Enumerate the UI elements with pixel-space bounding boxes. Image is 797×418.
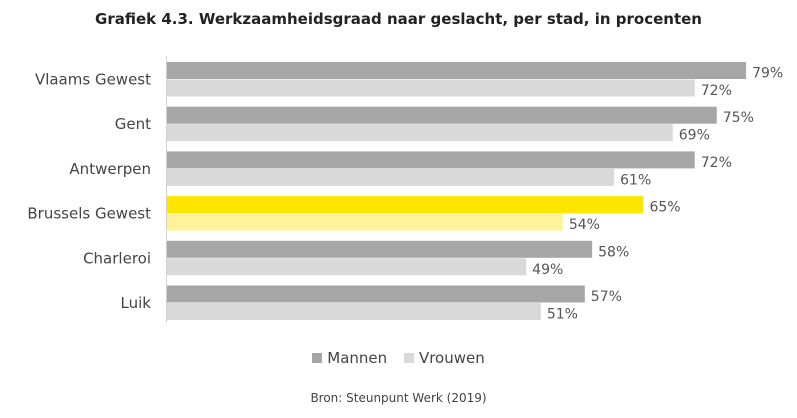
category-label: Vlaams Gewest — [35, 71, 151, 89]
data-label: 79% — [752, 66, 783, 82]
category-label: Gent — [115, 115, 151, 133]
legend-swatch-mannen — [312, 353, 323, 363]
bar-vrouwen — [167, 258, 527, 276]
legend-item-vrouwen: Vrouwen — [403, 349, 485, 367]
bar-mannen — [167, 62, 747, 79]
data-label: 61% — [620, 172, 651, 188]
bar-mannen — [167, 285, 585, 303]
data-label: 58% — [598, 244, 629, 260]
data-label: 65% — [649, 200, 680, 216]
data-label: 72% — [701, 83, 732, 99]
data-label: 54% — [569, 217, 600, 233]
bar-vrouwen — [167, 124, 673, 142]
bar-vrouwen — [167, 168, 615, 186]
data-label: 72% — [701, 155, 732, 171]
bar-mannen — [167, 196, 644, 214]
data-label: 51% — [547, 307, 578, 323]
legend-label-mannen: Mannen — [327, 349, 388, 367]
source-note: Bron: Steunpunt Werk (2019) — [310, 391, 487, 405]
bar-vrouwen — [167, 79, 695, 97]
legend-item-mannen: Mannen — [312, 349, 387, 367]
category-label: Luik — [121, 294, 152, 312]
bar-mannen — [167, 240, 593, 258]
data-label: 75% — [723, 110, 754, 126]
category-label: Brussels Gewest — [27, 205, 151, 223]
legend: Mannen Vrouwen — [0, 349, 797, 367]
bar-vrouwen — [167, 303, 541, 320]
category-label: Antwerpen — [69, 160, 151, 178]
chart-title: Grafiek 4.3. Werkzaamheidsgraad naar ges… — [95, 10, 702, 28]
data-label: 69% — [679, 128, 710, 144]
data-label: 49% — [532, 262, 563, 278]
category-label: Charleroi — [83, 249, 151, 267]
bar-vrouwen — [167, 213, 563, 231]
legend-swatch-vrouwen — [403, 353, 414, 363]
data-label: 57% — [591, 289, 622, 305]
bar-mannen — [167, 106, 717, 124]
legend-label-vrouwen: Vrouwen — [418, 349, 485, 367]
bar-mannen — [167, 151, 695, 169]
